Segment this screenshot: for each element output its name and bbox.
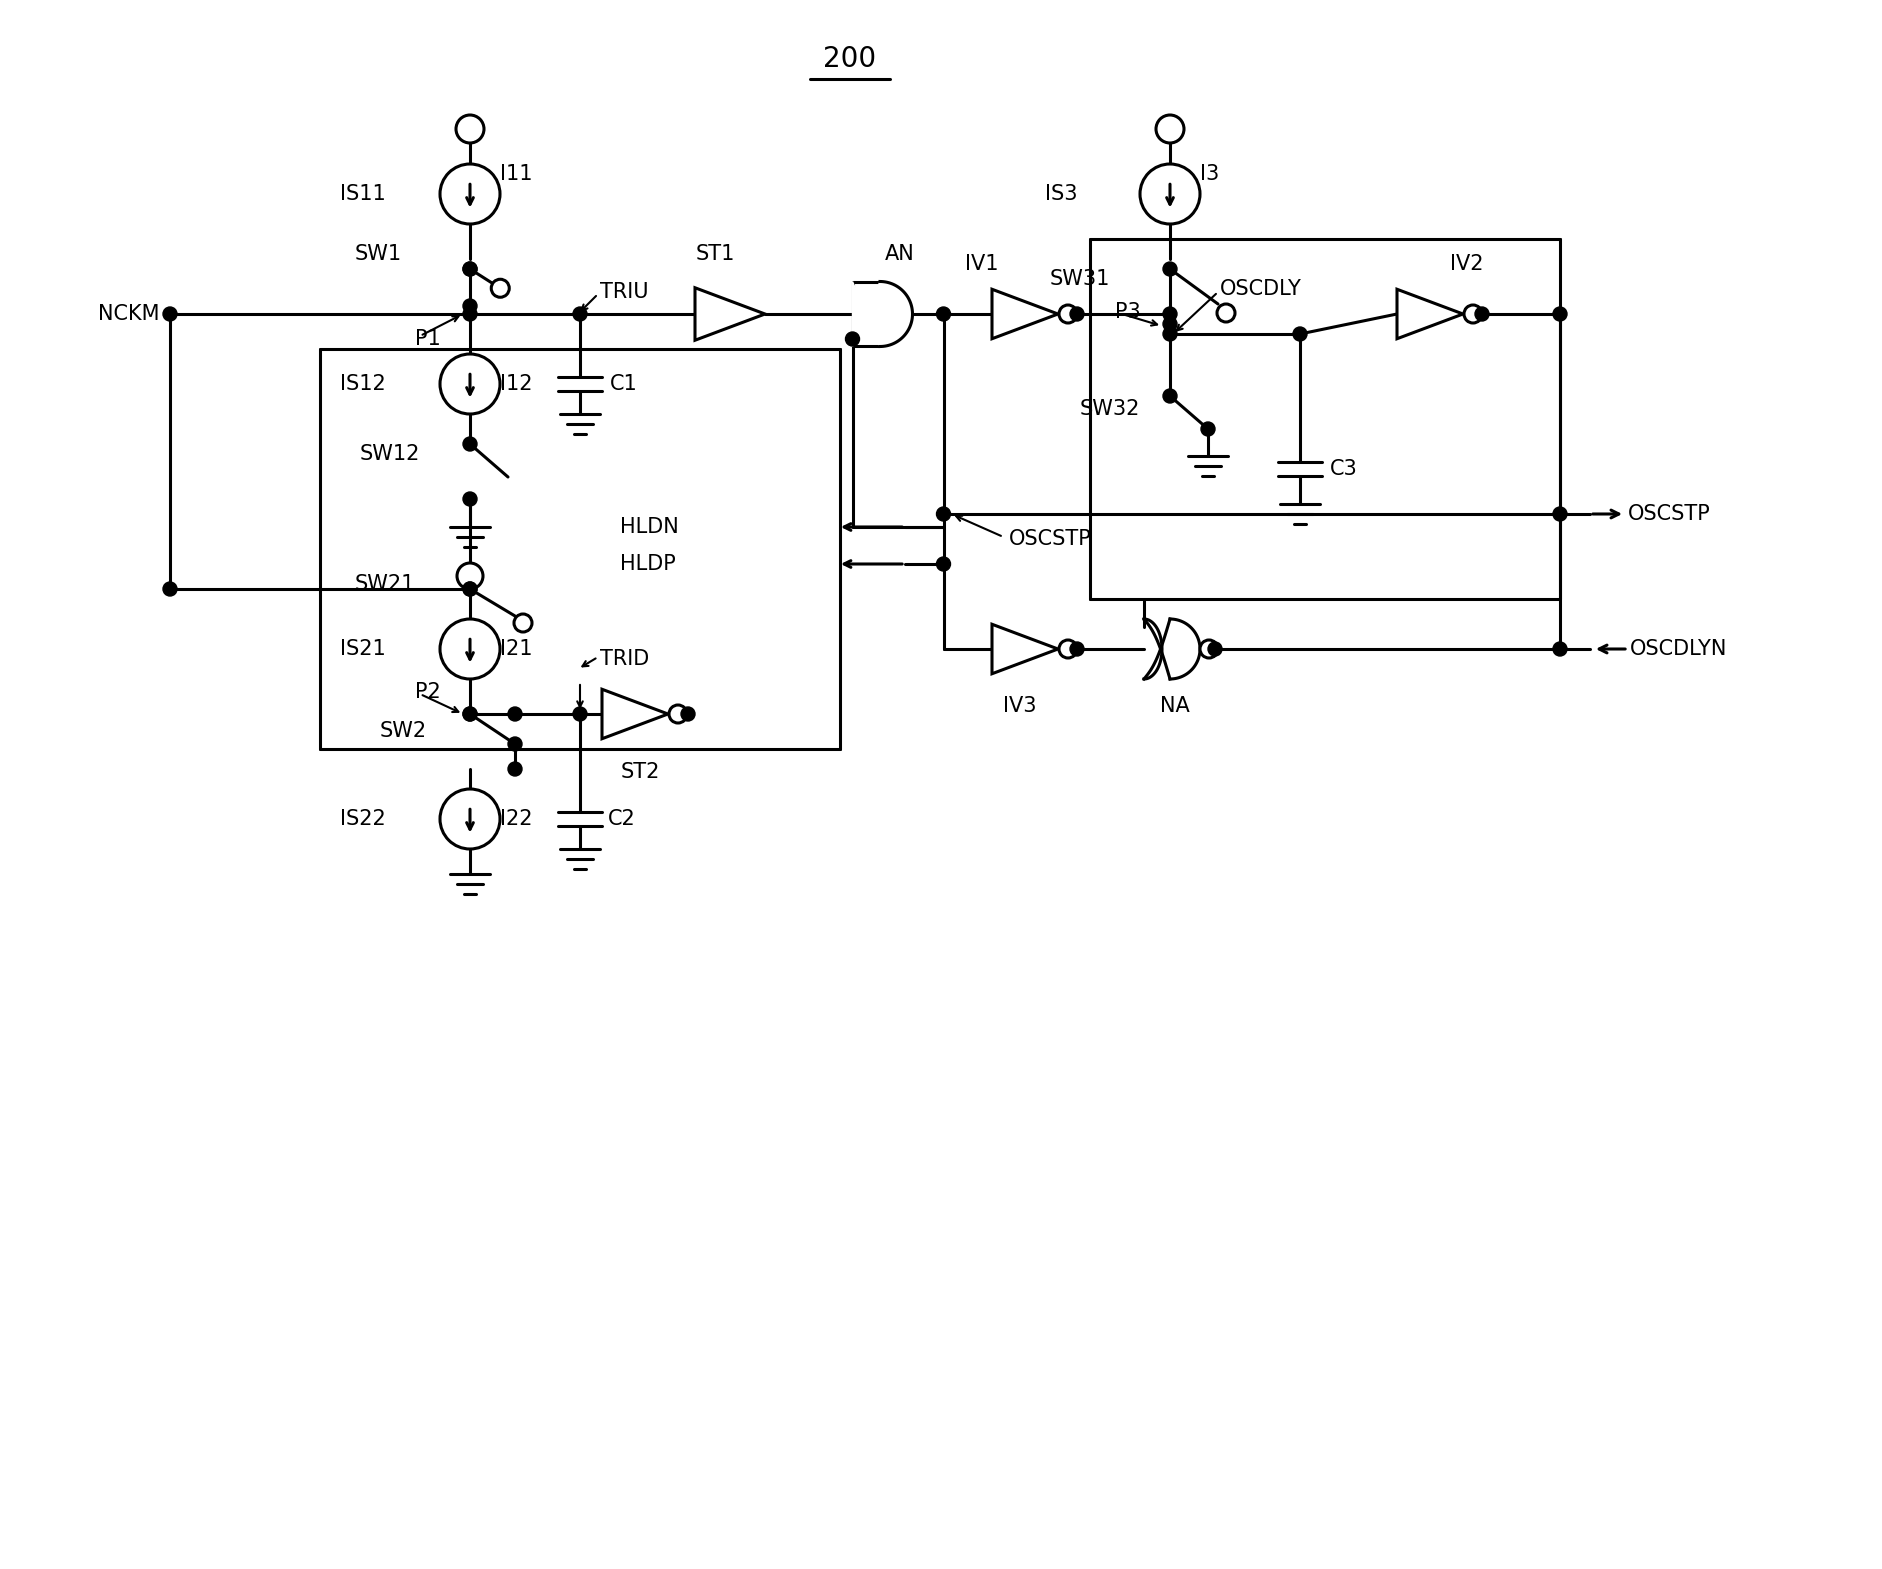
Circle shape: [164, 582, 177, 596]
Text: I11: I11: [501, 165, 533, 184]
Circle shape: [440, 789, 501, 849]
Text: IS22: IS22: [341, 810, 386, 828]
Text: C1: C1: [610, 373, 638, 394]
Circle shape: [1071, 642, 1084, 656]
Circle shape: [1201, 422, 1216, 436]
Text: IS12: IS12: [341, 373, 386, 394]
Text: C3: C3: [1331, 460, 1357, 479]
Polygon shape: [602, 689, 668, 739]
Circle shape: [1163, 326, 1176, 340]
Circle shape: [1201, 640, 1218, 657]
Text: HLDP: HLDP: [619, 554, 676, 574]
Text: SW32: SW32: [1080, 399, 1140, 419]
Circle shape: [463, 262, 476, 276]
Circle shape: [937, 507, 950, 521]
Circle shape: [1060, 304, 1077, 323]
Circle shape: [164, 308, 177, 322]
Text: NA: NA: [1159, 697, 1189, 715]
Text: P1: P1: [416, 329, 440, 348]
Text: SW31: SW31: [1050, 268, 1110, 289]
Circle shape: [463, 708, 476, 722]
Circle shape: [440, 620, 501, 679]
Text: IV2: IV2: [1449, 254, 1483, 275]
Circle shape: [1553, 507, 1568, 521]
Circle shape: [681, 708, 694, 722]
Polygon shape: [1144, 620, 1201, 679]
Text: OSCDLY: OSCDLY: [1220, 279, 1302, 300]
Circle shape: [455, 115, 484, 143]
Text: HLDN: HLDN: [619, 518, 679, 537]
Text: ST1: ST1: [694, 245, 734, 264]
Text: TRIU: TRIU: [600, 282, 649, 301]
Circle shape: [1293, 326, 1306, 340]
Polygon shape: [1396, 289, 1462, 339]
Text: P2: P2: [416, 683, 440, 701]
Polygon shape: [694, 287, 764, 340]
Text: SW1: SW1: [356, 245, 403, 264]
Circle shape: [1156, 115, 1184, 143]
Circle shape: [457, 563, 484, 588]
Circle shape: [463, 300, 476, 312]
Circle shape: [1475, 308, 1489, 322]
Text: I21: I21: [501, 639, 533, 659]
Circle shape: [440, 165, 501, 224]
Text: IS21: IS21: [341, 639, 386, 659]
Circle shape: [1140, 165, 1201, 224]
Circle shape: [1163, 262, 1176, 276]
Circle shape: [1071, 308, 1084, 322]
Circle shape: [1208, 642, 1221, 656]
Text: AN: AN: [885, 245, 915, 264]
Text: IV1: IV1: [965, 254, 999, 275]
Text: I3: I3: [1201, 165, 1220, 184]
Polygon shape: [853, 281, 913, 347]
Circle shape: [572, 708, 587, 722]
Text: I22: I22: [501, 810, 533, 828]
Circle shape: [463, 308, 476, 322]
Text: OSCSTP: OSCSTP: [1009, 529, 1092, 549]
Circle shape: [508, 763, 521, 777]
Text: IS11: IS11: [341, 184, 386, 204]
Text: TRID: TRID: [600, 650, 649, 668]
Circle shape: [1163, 308, 1176, 322]
Text: ST2: ST2: [621, 763, 661, 781]
Text: SW12: SW12: [359, 444, 420, 464]
Circle shape: [1464, 304, 1481, 323]
Polygon shape: [992, 624, 1058, 673]
Circle shape: [463, 493, 476, 505]
Text: I12: I12: [501, 373, 533, 394]
Text: C2: C2: [608, 810, 636, 828]
Circle shape: [514, 613, 533, 632]
Circle shape: [668, 704, 687, 723]
Circle shape: [1218, 304, 1235, 322]
Circle shape: [440, 355, 501, 414]
Circle shape: [1060, 640, 1077, 657]
Circle shape: [1553, 308, 1568, 322]
Text: OSCDLYN: OSCDLYN: [1630, 639, 1728, 659]
Circle shape: [1553, 642, 1568, 656]
Circle shape: [491, 279, 510, 297]
Circle shape: [463, 582, 476, 596]
Circle shape: [463, 262, 476, 276]
Polygon shape: [992, 289, 1058, 339]
Circle shape: [463, 582, 476, 596]
Circle shape: [463, 708, 476, 722]
Text: IV3: IV3: [1003, 697, 1037, 715]
Circle shape: [937, 557, 950, 571]
Circle shape: [1163, 317, 1176, 331]
Circle shape: [845, 333, 860, 347]
Text: P3: P3: [1114, 301, 1140, 322]
Circle shape: [463, 438, 476, 450]
Text: NCKM: NCKM: [98, 304, 160, 325]
Text: OSCSTP: OSCSTP: [1628, 504, 1711, 524]
Text: 200: 200: [824, 46, 877, 74]
Circle shape: [572, 308, 587, 322]
Text: IS3: IS3: [1045, 184, 1078, 204]
Circle shape: [937, 308, 950, 322]
Text: SW2: SW2: [380, 722, 427, 741]
Circle shape: [508, 737, 521, 752]
Text: SW21: SW21: [356, 574, 416, 595]
Circle shape: [1163, 389, 1176, 403]
Circle shape: [508, 708, 521, 722]
